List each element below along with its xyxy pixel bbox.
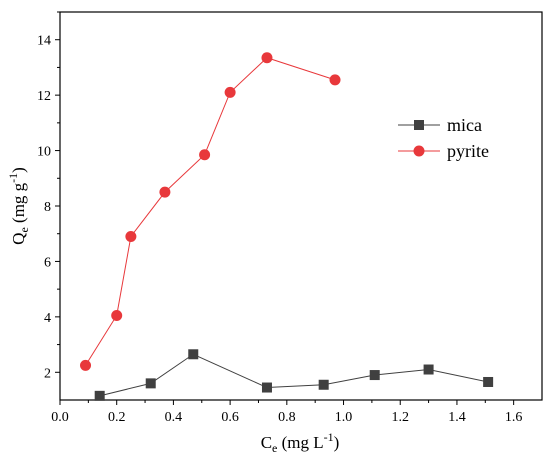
legend-marker-mica [414,120,424,130]
y-tick-label: 14 [37,34,51,49]
legend-label-pyrite: pyrite [447,141,489,161]
data-point-pyrite [111,309,123,321]
x-tick-label: 0.4 [165,410,183,425]
data-point-mica [94,390,105,401]
x-tick-label: 0.2 [108,410,126,425]
data-point-mica [318,379,329,390]
data-point-mica [369,370,380,381]
x-tick-label: 0.0 [51,410,69,425]
x-tick-label: 1.4 [448,410,466,425]
series-line-mica [99,353,489,397]
y-tick-label: 10 [37,145,51,160]
x-tick-label: 1.0 [335,410,353,425]
data-point-pyrite [80,359,92,371]
x-tick-label: 0.6 [221,410,239,425]
series-pyrite [80,52,341,371]
data-point-mica [423,364,434,375]
legend-marker-pyrite [413,145,425,157]
data-point-mica [188,349,199,360]
legend-label-mica: mica [447,115,482,135]
y-axis-title: Qe (mg g-1) [6,167,31,245]
x-tick-label: 0.8 [278,410,296,425]
y-tick-label: 2 [44,366,51,381]
data-point-pyrite [159,186,171,198]
data-point-pyrite [329,74,341,86]
plot-frame [59,11,543,401]
x-tick-label: 1.2 [391,410,409,425]
y-tick-label: 12 [37,89,51,104]
data-point-mica [483,376,494,387]
data-point-pyrite [224,86,236,98]
y-tick-label: 4 [44,311,51,326]
y-axis-ticks: 2 4 6 8 10 12 14 [37,11,60,381]
data-point-pyrite [261,52,273,64]
series-mica [94,349,494,401]
data-point-pyrite [125,230,137,242]
y-tick-label: 6 [44,255,51,270]
legend-item-pyrite: pyrite [398,141,489,161]
data-point-mica [145,378,156,389]
series-line-pyrite [85,57,336,366]
x-axis-title: Ce (mg L-1) [261,430,340,455]
legend-item-mica: mica [398,115,482,135]
data-point-mica [261,382,272,393]
x-axis-ticks: 0.0 0.2 0.4 0.6 0.8 1.0 1.2 1.4 1.6 [51,400,522,425]
y-tick-label: 8 [44,200,51,215]
x-tick-label: 1.6 [505,410,523,425]
series-layer [80,52,494,401]
data-point-pyrite [199,149,211,161]
legend: mica pyrite [398,115,489,161]
